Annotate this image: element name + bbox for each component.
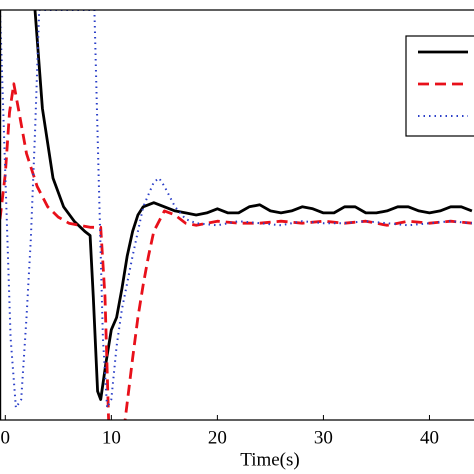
x-tick-label: 40: [420, 427, 439, 448]
x-tick-label: 10: [102, 427, 121, 448]
line-series: [0, 82, 473, 420]
x-tick-label: 0: [1, 427, 11, 448]
plot-area: [0, 10, 473, 420]
line-series: [33, 10, 473, 401]
x-tick-label: 20: [208, 427, 227, 448]
x-tick-label: 30: [314, 427, 333, 448]
x-axis-label: Time(s): [240, 449, 299, 470]
line-series: [0, 10, 472, 409]
